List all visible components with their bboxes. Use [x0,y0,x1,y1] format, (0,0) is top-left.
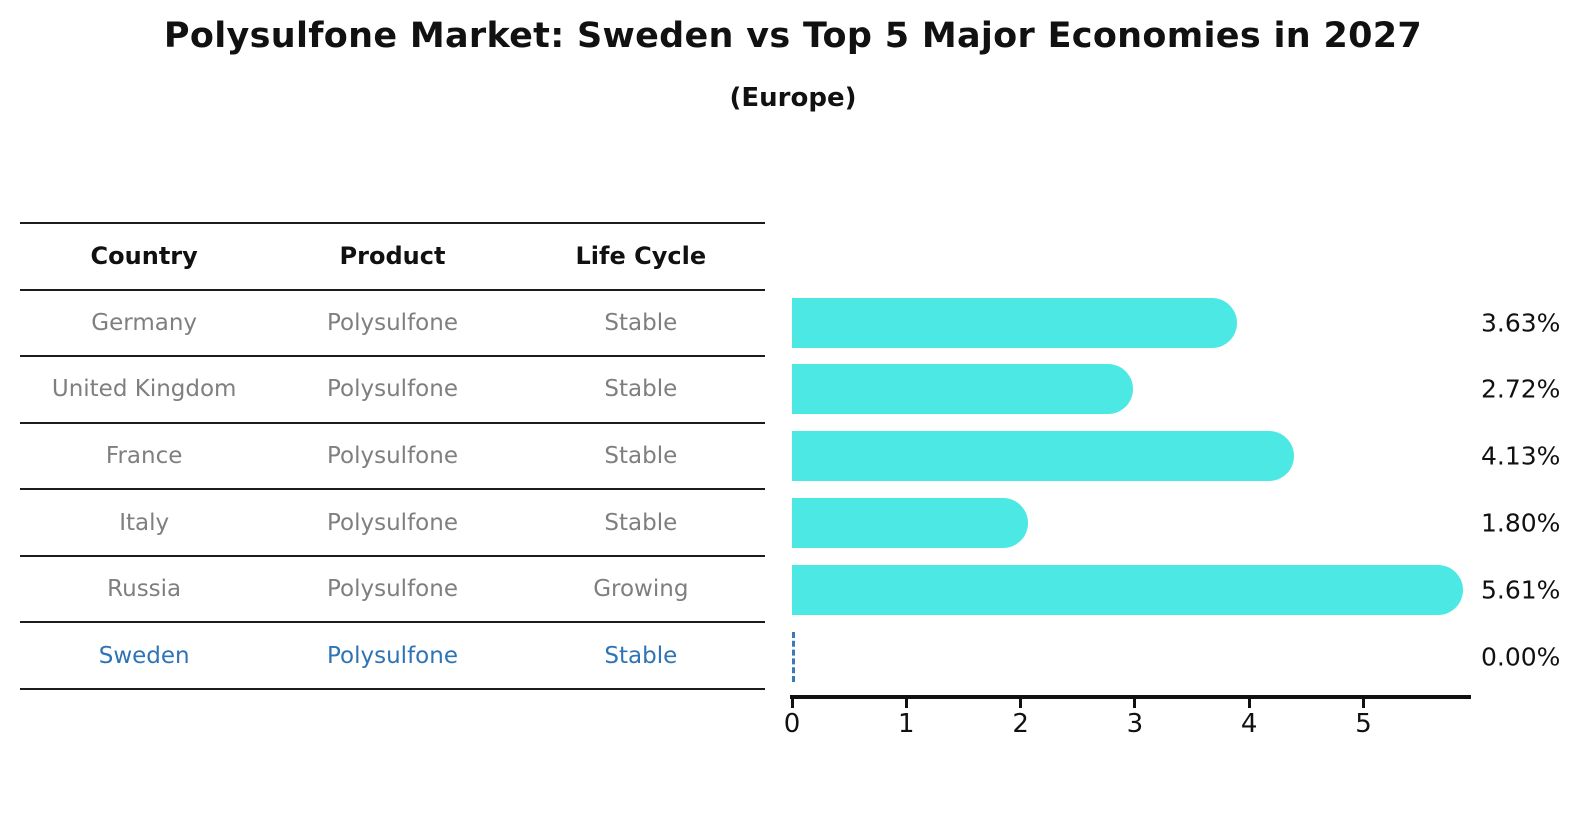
column-header-country: Country [90,242,198,271]
x-axis-tick-label: 1 [898,709,915,739]
table-row-russia: Russia Polysulfone Growing [20,557,765,624]
cell-country: Germany [91,309,198,336]
bar-russia [792,564,1464,615]
x-axis-tick [904,698,908,708]
value-label-germany: 3.63% [1481,308,1561,337]
cell-country: Russia [107,576,182,603]
cell-life-cycle: Stable [604,642,678,669]
bar-sweden-zero-marker [792,631,795,682]
table-row-united-kingdom: United Kingdom Polysulfone Stable [20,357,765,424]
table-header-row: Country Product Life Cycle [20,224,765,291]
cell-product: Polysulfone [327,642,458,669]
value-label-sweden: 0.00% [1481,642,1561,672]
value-label-united-kingdom: 2.72% [1481,374,1561,404]
cell-product: Polysulfone [327,576,458,603]
x-axis-tick [1019,698,1023,708]
value-label-italy: 1.80% [1481,508,1561,538]
cell-country: France [105,443,183,470]
cell-life-cycle: Stable [604,443,678,470]
table-row-sweden: Sweden Polysulfone Stable [20,623,765,691]
bar-france [792,431,1295,482]
table-row-france: France Polysulfone Stable [20,424,765,491]
cell-country: United Kingdom [51,376,237,403]
cell-product: Polysulfone [327,509,458,536]
x-axis-tick-label: 4 [1240,709,1258,739]
table-row-italy: Italy Polysulfone Stable [20,490,765,557]
chart-subtitle: (Europe) [729,83,857,113]
cell-product: Polysulfone [327,443,458,470]
cell-country: Italy [119,509,170,536]
table-row-germany: Germany Polysulfone Stable [20,291,765,358]
x-axis-tick [1362,698,1365,708]
x-axis-tick-label: 3 [1126,709,1144,739]
column-header-life-cycle: Life Cycle [575,242,707,271]
cell-life-cycle: Growing [593,576,689,603]
x-axis-tick [790,698,794,708]
x-axis-line [790,695,1471,699]
column-header-product: Product [339,242,446,271]
cell-life-cycle: Stable [604,309,678,336]
x-axis-tick-label: 2 [1012,709,1029,739]
cell-life-cycle: Stable [604,376,678,403]
x-axis-tick [1247,698,1251,708]
value-label-france: 4.13% [1481,441,1561,471]
bar-italy [792,498,1028,549]
bar-united-kingdom [792,364,1133,415]
chart-title: Polysulfone Market: Sweden vs Top 5 Majo… [163,16,1423,56]
x-axis-tick-label: 5 [1355,709,1372,739]
x-axis-tick [1133,698,1137,708]
country-table: Country Product Life Cycle Germany Polys… [20,222,765,691]
cell-country: Sweden [98,642,190,669]
value-label-russia: 5.61% [1481,575,1561,605]
bar-germany [792,297,1237,348]
cell-product: Polysulfone [327,309,458,336]
cell-product: Polysulfone [327,376,458,403]
cell-life-cycle: Stable [604,509,678,536]
x-axis-tick-label: 0 [783,709,801,739]
